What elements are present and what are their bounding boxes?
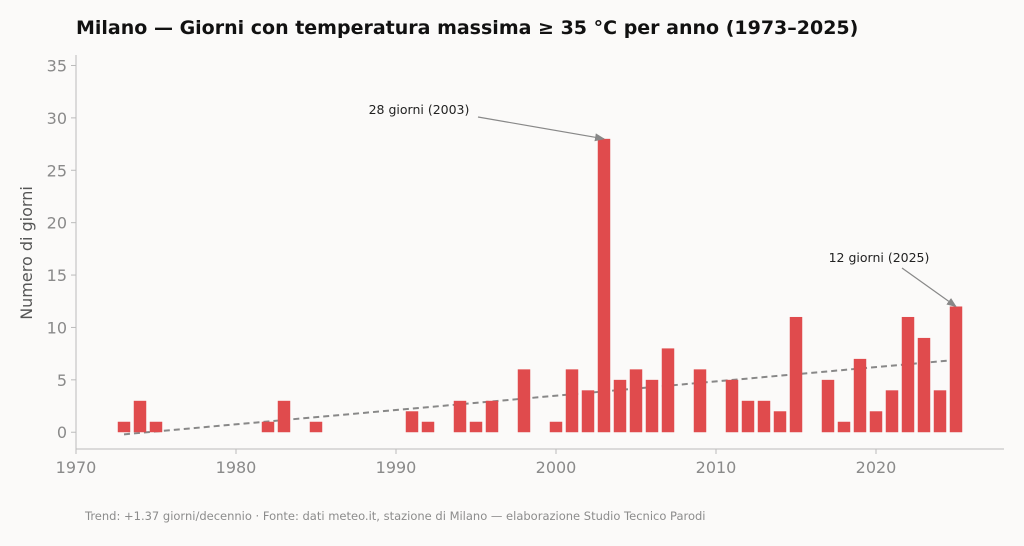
chart-title: Milano — Giorni con temperatura massima … [76,17,858,39]
annotation-label-2025: 12 giorni (2025) [829,250,930,265]
annotation-arrow-2025 [901,267,957,308]
y-tick-label: 20 [47,214,67,233]
y-axis-label: Numero di giorni [17,186,36,320]
y-tick-label: 5 [57,371,67,390]
y-tick-label: 10 [47,318,67,337]
footer-note: Trend: +1.37 giorni/decennio · Fonte: da… [84,509,706,523]
bars-layer [117,138,963,433]
bar-2019 [853,358,867,433]
bar-2007 [661,348,675,433]
bar-2006 [645,379,659,433]
bar-1992 [421,421,435,433]
bar-2020 [869,411,883,433]
bar-1994 [453,400,467,433]
y-tick-label: 0 [57,423,67,442]
bar-2018 [837,421,851,433]
bar-2000 [549,421,563,433]
bar-2022 [901,316,915,433]
bar-1991 [405,411,419,433]
bar-2012 [741,400,755,433]
bar-1995 [469,421,483,433]
y-tick-label: 15 [47,266,67,285]
bar-1985 [309,421,323,433]
bar-2011 [725,379,739,433]
bar-1973 [117,421,131,433]
bar-2003 [597,138,611,433]
bar-1974 [133,400,147,433]
bar-2004 [613,379,627,433]
bar-2005 [629,369,643,433]
bar-2002 [581,390,595,433]
y-tick-label: 30 [47,109,67,128]
y-tick-label: 25 [47,161,67,180]
x-tick-label: 1970 [56,458,97,477]
bar-2014 [773,411,787,433]
bar-2021 [885,390,899,433]
bar-1975 [149,421,163,433]
bar-2009 [693,369,707,433]
annotation-arrow-2003 [477,116,605,142]
x-tick-label: 2020 [856,458,897,477]
bar-2001 [565,369,579,433]
annotation-label-2003: 28 giorni (2003) [369,102,470,117]
annotations-layer: 28 giorni (2003) 12 giorni (2025) [369,102,957,308]
bar-2013 [757,400,771,433]
bar-2023 [917,337,931,433]
bar-1983 [277,400,291,433]
bar-2024 [933,390,947,433]
bar-1998 [517,369,531,433]
bar-1996 [485,400,499,433]
bar-2025 [949,306,963,433]
x-tick-label: 2010 [696,458,737,477]
y-tick-label: 35 [47,56,67,75]
x-tick-label: 2000 [536,458,577,477]
bar-1982 [261,421,275,433]
bar-2017 [821,379,835,433]
bar-2015 [789,316,803,433]
axes-layer: 0 5 10 15 20 25 30 35 1970 1980 1990 2000 2010 2020 [47,55,1004,477]
x-tick-label: 1990 [376,458,417,477]
x-tick-label: 1980 [216,458,257,477]
